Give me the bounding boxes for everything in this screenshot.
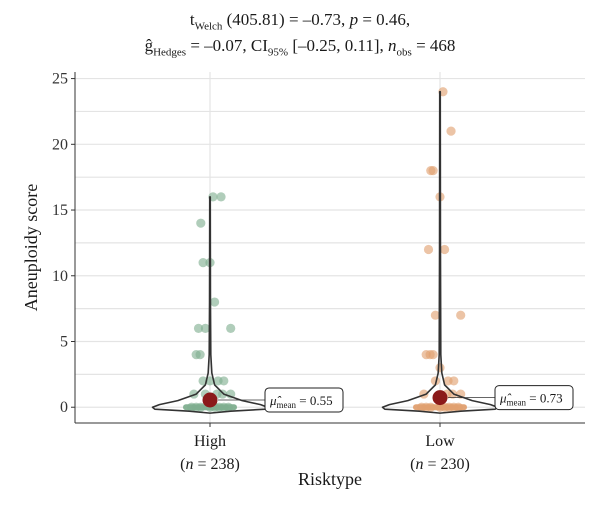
- violin-outline: [151, 196, 269, 414]
- data-point: [219, 376, 229, 386]
- data-point: [218, 389, 228, 399]
- x-tick-label-low: Low: [425, 433, 455, 450]
- data-point: [446, 126, 456, 136]
- plot-panel: [75, 72, 585, 423]
- y-tick-label: 10: [52, 268, 68, 285]
- data-point: [421, 402, 431, 412]
- data-point: [200, 323, 210, 333]
- n-label-high: (n = 238): [180, 456, 240, 473]
- y-tick-label: 15: [52, 202, 68, 219]
- data-point: [440, 244, 450, 255]
- y-axis-title: Aneuploidy score: [21, 184, 41, 311]
- data-point: [435, 363, 445, 373]
- x-tick-label-high: High: [194, 433, 226, 450]
- data-point: [196, 218, 206, 228]
- mean-label-box: [264, 387, 344, 413]
- mean-label: μ̂mean = 0.55: [269, 393, 333, 410]
- subtitle-line-2: ĝHedges = –0.07, CI95% [–0.25, 0.11], no…: [144, 36, 456, 59]
- data-point: [430, 376, 440, 386]
- mean-label-box: [494, 385, 574, 411]
- y-tick-label: 5: [60, 333, 68, 350]
- data-point: [440, 402, 450, 412]
- violin-outline: [381, 90, 499, 414]
- data-point: [449, 376, 459, 386]
- data-point: [428, 350, 438, 360]
- data-point: [456, 310, 466, 320]
- data-point: [448, 389, 458, 399]
- data-point: [195, 350, 205, 360]
- y-tick-label: 25: [52, 71, 68, 88]
- data-point: [205, 376, 215, 386]
- data-point: [219, 402, 229, 412]
- x-axis-title: Risktype: [298, 469, 362, 489]
- data-point: [428, 165, 438, 176]
- y-tick-label: 0: [60, 399, 68, 416]
- data-point: [449, 402, 459, 412]
- mean-point: [202, 392, 218, 408]
- data-point: [226, 323, 236, 333]
- n-label-low: (n = 230): [410, 456, 470, 473]
- y-tick-label: 20: [52, 136, 68, 153]
- subtitle-line-1: tWelch (405.81) = –0.73, p = 0.46,: [189, 10, 411, 33]
- data-point: [216, 192, 226, 202]
- data-point: [430, 310, 440, 320]
- mean-point: [432, 390, 448, 406]
- data-point: [423, 244, 434, 255]
- data-point: [191, 402, 201, 412]
- data-point: [193, 323, 204, 333]
- data-point: [198, 258, 208, 268]
- data-point: [210, 297, 220, 307]
